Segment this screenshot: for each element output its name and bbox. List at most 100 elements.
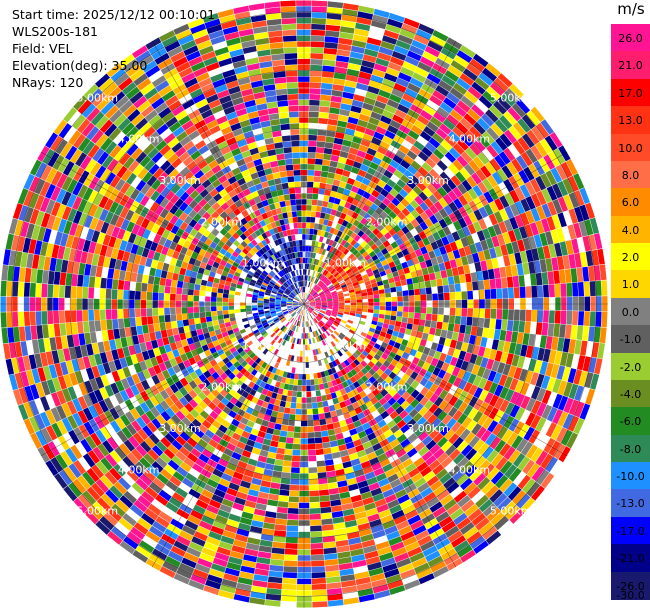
- ppi-gate: [312, 292, 318, 297]
- ppi-gate: [392, 114, 404, 124]
- ppi-gate: [437, 314, 444, 322]
- ppi-gate: [404, 134, 417, 145]
- ppi-gate: [269, 488, 280, 495]
- ppi-gate: [331, 279, 338, 285]
- ppi-gate: [400, 198, 410, 208]
- ppi-gate: [113, 269, 120, 280]
- ppi-gate: [391, 310, 397, 316]
- ppi-gate: [309, 496, 320, 503]
- ppi-gate: [360, 108, 372, 117]
- ppi-gate: [306, 199, 313, 205]
- ppi-gate: [299, 356, 303, 362]
- ppi-gate: [509, 216, 519, 230]
- ppi-gate: [382, 109, 395, 120]
- ppi-gate: [570, 268, 578, 283]
- ppi-gate: [337, 277, 344, 283]
- ppi-gate: [1, 264, 9, 281]
- ppi-gate: [490, 308, 497, 319]
- ppi-gate: [309, 320, 313, 326]
- ppi-gate: [357, 264, 364, 271]
- ppi-gate: [264, 599, 281, 607]
- ppi-gate: [337, 205, 344, 213]
- ppi-gate: [344, 305, 351, 308]
- ppi-gate: [419, 130, 432, 142]
- ppi-gate: [483, 191, 494, 204]
- ppi-gate: [328, 328, 334, 334]
- ppi-gate: [525, 210, 535, 224]
- ppi-gate: [316, 135, 326, 142]
- ppi-gate: [327, 232, 333, 240]
- ppi-gate: [366, 122, 378, 132]
- ppi-gate: [309, 94, 321, 100]
- ppi-gate: [332, 262, 338, 269]
- ppi-gate: [349, 204, 357, 212]
- ppi-gate: [307, 295, 312, 300]
- ppi-gate: [129, 317, 136, 327]
- ppi-gate: [308, 275, 311, 282]
- ppi-gate: [547, 323, 555, 337]
- ppi-gate: [343, 293, 350, 297]
- ppi-gate: [412, 257, 420, 265]
- ppi-gate: [311, 12, 327, 19]
- ppi-gate: [388, 12, 405, 23]
- ppi-gate: [273, 465, 283, 472]
- ppi-gate: [106, 278, 113, 289]
- ppi-gate: [310, 222, 315, 229]
- ppi-gate: [471, 104, 485, 118]
- ppi-gate: [429, 116, 443, 128]
- ppi-gate: [429, 327, 436, 336]
- ppi-gate: [508, 309, 514, 321]
- ppi-gate: [307, 443, 316, 450]
- ppi-gate: [548, 284, 555, 298]
- ppi-gate: [306, 263, 310, 270]
- ppi-gate: [330, 95, 342, 103]
- ppi-gate: [443, 204, 453, 216]
- ppi-gate: [12, 281, 19, 297]
- ppi-gate: [377, 146, 388, 155]
- ppi-gate: [297, 385, 302, 392]
- ppi-gate: [330, 446, 340, 453]
- ppi-gate: [526, 110, 540, 126]
- ppi-gate: [282, 583, 297, 590]
- ppi-gate: [432, 62, 447, 75]
- ppi-gate: [346, 281, 353, 286]
- ppi-gate: [367, 271, 374, 278]
- ppi-gate: [537, 310, 544, 323]
- ppi-gate: [520, 212, 530, 226]
- ppi-gate: [336, 275, 343, 281]
- ppi-gate: [448, 315, 456, 324]
- ppi-gate: [413, 234, 422, 243]
- ppi-gate: [319, 236, 324, 243]
- ppi-gate: [311, 23, 326, 30]
- ppi-gate: [336, 266, 342, 272]
- ppi-gate: [356, 17, 372, 26]
- ppi-gate: [310, 211, 316, 217]
- ppi-gate: [384, 314, 391, 320]
- ppi-gate: [350, 299, 357, 303]
- ppi-gate: [315, 272, 319, 278]
- ppi-gate: [412, 72, 427, 83]
- ppi-gate: [334, 264, 340, 270]
- ppi-gate: [437, 228, 446, 239]
- ppi-gate: [304, 301, 310, 304]
- ppi-gate: [293, 432, 301, 438]
- ppi-gate: [330, 209, 337, 216]
- ppi-gate: [285, 443, 293, 450]
- ppi-gate: [276, 512, 288, 520]
- ppi-gate: [372, 69, 386, 78]
- ppi-gate: [349, 246, 356, 253]
- ppi-gate: [304, 292, 306, 299]
- ppi-gate: [424, 198, 434, 208]
- ppi-gate: [415, 93, 429, 105]
- ppi-gate: [428, 194, 438, 205]
- ppi-gate: [1, 327, 9, 344]
- ppi-gate: [160, 270, 168, 279]
- ppi-gate: [153, 323, 161, 332]
- ppi-gate: [350, 45, 365, 54]
- ppi-gate: [408, 265, 416, 273]
- ppi-gate: [564, 269, 572, 283]
- ppi-gate: [410, 160, 422, 171]
- ppi-gate: [324, 553, 338, 560]
- ppi-gate: [459, 45, 476, 58]
- ppi-gate: [372, 14, 389, 24]
